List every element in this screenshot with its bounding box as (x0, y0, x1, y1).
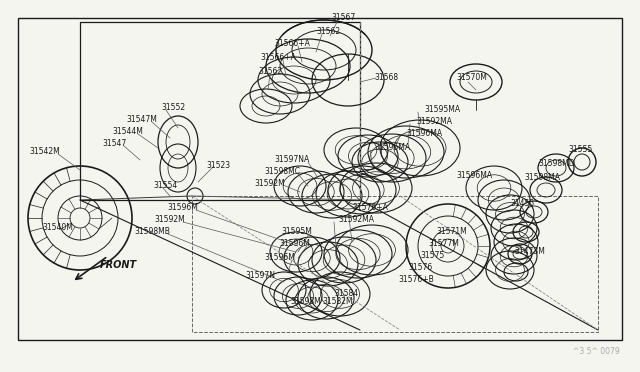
Text: 31577M: 31577M (428, 240, 459, 248)
Text: 31596MA: 31596MA (374, 144, 410, 153)
Text: 31598MC: 31598MC (264, 167, 300, 176)
Text: 31567: 31567 (332, 13, 356, 22)
Text: 31596M: 31596M (279, 240, 310, 248)
Text: 31576+B: 31576+B (398, 276, 434, 285)
Text: 31566+A: 31566+A (274, 39, 310, 48)
Text: 31571M: 31571M (436, 228, 467, 237)
Text: 31540M: 31540M (43, 224, 74, 232)
Text: 31596MA: 31596MA (456, 170, 492, 180)
Text: 31542M: 31542M (29, 148, 60, 157)
Text: 31584: 31584 (334, 289, 358, 298)
Bar (18, 18, 622, 340)
Text: 31547: 31547 (103, 140, 127, 148)
Text: 31598M: 31598M (291, 298, 321, 307)
Text: 31555: 31555 (568, 145, 592, 154)
Text: 31523: 31523 (206, 160, 230, 170)
Text: 31596MA: 31596MA (406, 129, 442, 138)
Text: 31562: 31562 (316, 28, 340, 36)
Text: 31568: 31568 (374, 74, 398, 83)
Text: 31473M: 31473M (514, 247, 545, 257)
Text: 31595M: 31595M (281, 228, 312, 237)
Text: 31575: 31575 (420, 251, 444, 260)
Text: 31597NA: 31597NA (275, 155, 310, 164)
Text: 31552: 31552 (161, 103, 185, 112)
Text: 31596M: 31596M (167, 203, 198, 212)
Text: 31592M: 31592M (154, 215, 185, 224)
Text: 31547M: 31547M (126, 115, 157, 125)
Text: 31598MA: 31598MA (524, 173, 560, 183)
Text: 31562: 31562 (259, 67, 283, 77)
Text: 31455: 31455 (510, 199, 534, 208)
Text: 31592M: 31592M (254, 179, 285, 187)
Text: 31576+A: 31576+A (352, 203, 388, 212)
Text: 31582M: 31582M (323, 298, 353, 307)
Text: 31576: 31576 (408, 263, 432, 273)
Text: 31566+A: 31566+A (260, 54, 296, 62)
Text: 31595MA: 31595MA (424, 106, 460, 115)
Text: 31592MA: 31592MA (416, 118, 452, 126)
Text: 31592MA: 31592MA (338, 215, 374, 224)
Text: 31596M: 31596M (264, 253, 295, 263)
Text: 31554: 31554 (154, 180, 178, 189)
Text: 31597N: 31597N (245, 272, 275, 280)
Bar (80, 22, 360, 200)
Text: 31544M: 31544M (112, 128, 143, 137)
Text: 31570M: 31570M (456, 74, 488, 83)
Bar (192, 196, 598, 332)
Text: 31598MD: 31598MD (538, 160, 575, 169)
Text: 31598MB: 31598MB (134, 228, 170, 237)
Text: FRONT: FRONT (100, 260, 137, 270)
Text: ^3 5^ 0079: ^3 5^ 0079 (573, 347, 620, 356)
